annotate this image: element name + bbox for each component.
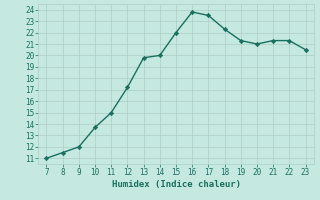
X-axis label: Humidex (Indice chaleur): Humidex (Indice chaleur): [111, 180, 241, 189]
